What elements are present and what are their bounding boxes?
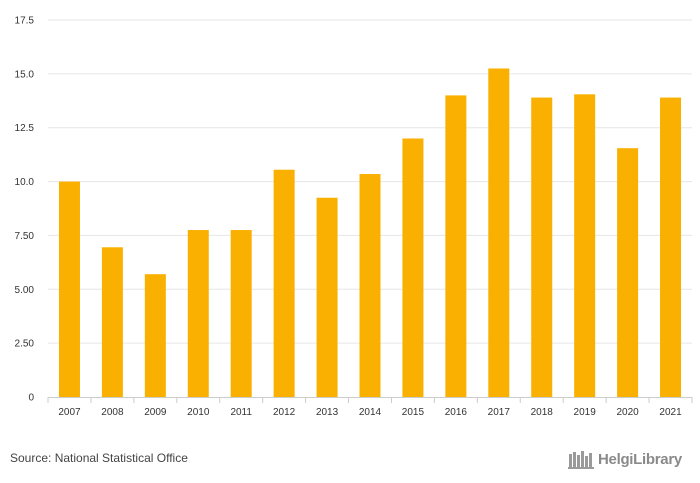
- x-tick-label: 2013: [316, 407, 339, 418]
- bar: [488, 68, 510, 397]
- x-tick-label: 2020: [616, 407, 639, 418]
- x-tick-label: 2015: [402, 407, 425, 418]
- x-tick-label: 2016: [445, 407, 468, 418]
- bar: [273, 169, 295, 397]
- x-axis: 2007 2008 2009 2010 2011 2012 2013 2014 2015 2016…: [47, 397, 693, 418]
- x-tick-label: 2008: [101, 407, 124, 418]
- source-note: Source: National Statistical Office: [10, 451, 188, 465]
- x-tick-label: 2012: [273, 407, 296, 418]
- x-tick-label: 2021: [659, 407, 682, 418]
- bar: [660, 97, 682, 397]
- y-tick-label: 15.0: [15, 69, 35, 80]
- bar: [144, 274, 166, 397]
- x-tick-label: 2007: [58, 407, 81, 418]
- bar: [187, 230, 209, 397]
- y-tick-label: 17.5: [15, 16, 35, 27]
- x-tick-label: 2018: [531, 407, 554, 418]
- bar: [402, 138, 424, 397]
- bar: [617, 148, 639, 397]
- bar: [58, 181, 80, 397]
- x-tick-label: 2017: [488, 407, 511, 418]
- bar: [359, 174, 381, 397]
- brand-logo: HelgiLibrary: [568, 448, 682, 470]
- y-tick-label: 10.0: [15, 177, 35, 188]
- bar: [445, 95, 467, 398]
- bars: [58, 68, 682, 398]
- x-tick-label: 2010: [187, 407, 210, 418]
- bar: [230, 230, 252, 397]
- bar: [574, 94, 596, 397]
- bar: [101, 247, 123, 397]
- y-axis-ticks: 0 2.50 5.00 7.50 10.0 12.5 15.0 17.5: [15, 16, 35, 404]
- brand-name: HelgiLibrary: [598, 450, 682, 468]
- y-tick-label: 5.00: [15, 285, 35, 296]
- y-tick-label: 0: [28, 393, 34, 404]
- x-tick-label: 2014: [359, 407, 382, 418]
- y-tick-label: 12.5: [15, 123, 35, 134]
- y-tick-label: 2.50: [15, 339, 35, 350]
- x-tick-label: 2019: [574, 407, 597, 418]
- bar: [531, 97, 553, 397]
- bar: [316, 197, 338, 397]
- x-tick-label: 2011: [230, 407, 252, 418]
- library-logo-icon: [568, 451, 594, 469]
- x-tick-label: 2009: [144, 407, 167, 418]
- y-tick-label: 7.50: [15, 231, 35, 242]
